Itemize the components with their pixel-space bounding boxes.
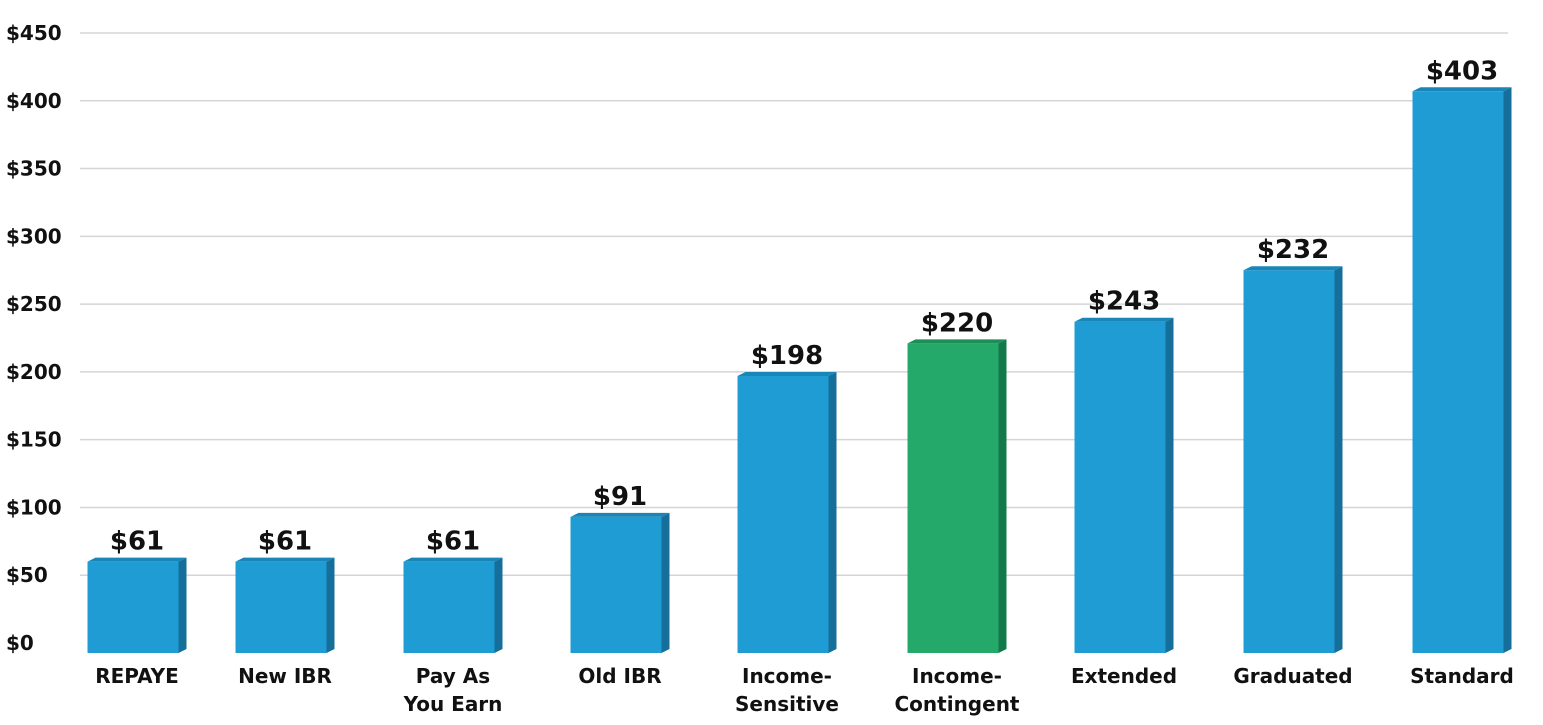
bar-top xyxy=(570,512,670,517)
category-label: Income- xyxy=(742,664,832,688)
bar-face xyxy=(87,561,179,653)
bar-face xyxy=(907,343,999,653)
bar xyxy=(235,557,335,653)
category-label: Standard xyxy=(1410,664,1514,688)
y-tick-label: $400 xyxy=(6,89,62,113)
bar-side xyxy=(326,557,335,653)
grid-lines xyxy=(80,32,1508,576)
category-label: Sensitive xyxy=(735,692,839,716)
bar xyxy=(1412,87,1512,654)
bar xyxy=(907,339,1007,653)
bar-top xyxy=(1074,317,1174,322)
bar-face xyxy=(1412,91,1504,654)
category-label: Extended xyxy=(1071,664,1177,688)
bar-side xyxy=(661,512,670,653)
y-tick-label: $50 xyxy=(6,563,48,587)
bar-side xyxy=(998,339,1007,653)
bar-top xyxy=(1243,266,1343,271)
category-label: Graduated xyxy=(1233,664,1352,688)
bar-top xyxy=(737,371,837,376)
bar-top xyxy=(403,557,503,562)
bar-side xyxy=(178,557,187,653)
category-label: Pay As xyxy=(416,664,490,688)
value-label: $232 xyxy=(1257,235,1329,265)
bar-top xyxy=(1412,87,1512,92)
value-label: $198 xyxy=(751,341,823,371)
bar-face xyxy=(737,375,829,653)
value-label: $61 xyxy=(258,527,312,557)
value-label: $220 xyxy=(921,308,993,338)
value-label: $61 xyxy=(426,527,480,557)
y-tick-label: $250 xyxy=(6,292,62,316)
category-label: Old IBR xyxy=(578,664,661,688)
bar-face xyxy=(235,561,327,653)
y-tick-label: $450 xyxy=(6,21,62,45)
y-tick-label: $300 xyxy=(6,224,62,248)
bar xyxy=(1243,266,1343,653)
value-label: $403 xyxy=(1426,56,1498,86)
bar-face xyxy=(1243,270,1335,653)
bar-side xyxy=(1334,266,1343,653)
bar xyxy=(1074,317,1174,653)
value-label: $91 xyxy=(593,482,647,512)
y-tick-label: $100 xyxy=(6,495,62,519)
bar-top xyxy=(87,557,187,562)
y-tick-label: $150 xyxy=(6,428,62,452)
category-label: Income- xyxy=(912,664,1002,688)
bar xyxy=(87,557,187,653)
bars xyxy=(87,87,1512,654)
category-label: Contingent xyxy=(895,692,1020,716)
bar xyxy=(403,557,503,653)
bar-face xyxy=(403,561,495,653)
bar-side xyxy=(494,557,503,653)
bar-face xyxy=(1074,321,1166,653)
bar-side xyxy=(828,371,837,653)
category-label: REPAYE xyxy=(95,664,179,688)
bar-face xyxy=(570,516,662,653)
bar-top xyxy=(235,557,335,562)
value-labels: $61 $61 $61 $91 $198 $220 $243 $232 $403 xyxy=(110,56,1498,556)
value-label: $61 xyxy=(110,527,164,557)
y-tick-label: $200 xyxy=(6,360,62,384)
category-labels: REPAYE New IBR Pay As You Earn Old IBR Income… xyxy=(95,664,1514,716)
bar-top xyxy=(907,339,1007,344)
y-tick-label: $350 xyxy=(6,157,62,181)
bar-side xyxy=(1165,317,1174,653)
bar xyxy=(570,512,670,653)
bar-side xyxy=(1503,87,1512,654)
value-label: $243 xyxy=(1088,287,1160,317)
category-label: You Earn xyxy=(403,692,503,716)
y-tick-label: $0 xyxy=(6,631,34,655)
category-label: New IBR xyxy=(238,664,332,688)
y-axis-tick-labels: $0 $50 $100 $150 $200 $250 $300 $350 $400 $450 xyxy=(6,21,62,655)
bar xyxy=(737,371,837,653)
